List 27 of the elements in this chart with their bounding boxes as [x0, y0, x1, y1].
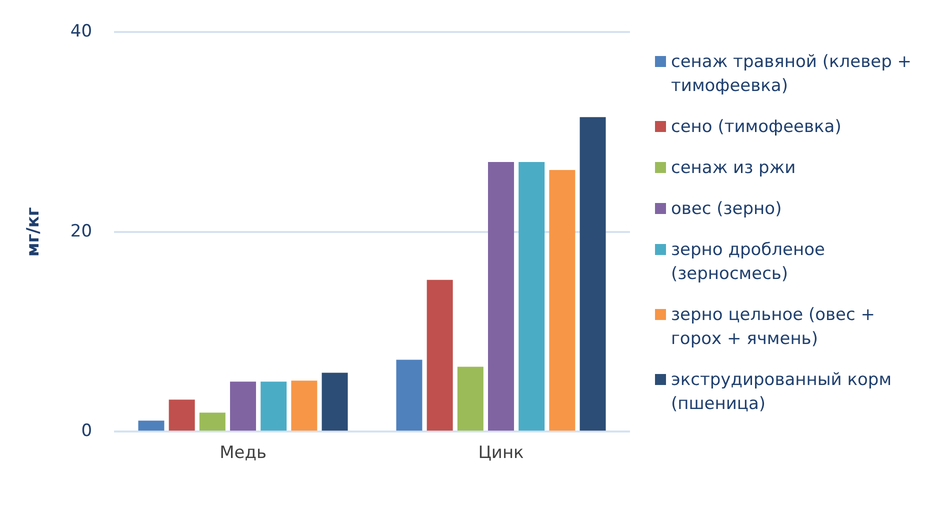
bar: [457, 366, 484, 431]
legend-label: зерно цельное (овес + горох + ячмень): [671, 305, 876, 349]
x-tick-label: Медь: [220, 443, 266, 464]
bar: [580, 117, 606, 431]
bar: [260, 382, 287, 431]
bar: [518, 162, 545, 431]
bar: [291, 380, 318, 431]
legend-label: сенаж из ржи: [671, 158, 796, 178]
bar: [549, 170, 576, 431]
y-axis-title: мг/кг: [24, 207, 44, 257]
y-tick-label: 0: [81, 421, 92, 442]
bar: [138, 420, 164, 431]
bar: [488, 162, 514, 431]
legend-label: сено (тимофеевка): [671, 117, 842, 137]
bar: [322, 372, 348, 431]
legend-label: сенаж травяной (клевер + тимофеевка): [671, 52, 912, 96]
y-tick-label: 40: [70, 22, 92, 42]
legend-label: овес (зерно): [671, 199, 782, 219]
bar: [168, 400, 195, 431]
bar: [199, 412, 226, 431]
legend-label: экструдированный корм (пшеница): [671, 370, 892, 414]
bar: [426, 280, 453, 431]
y-tick-label: 20: [70, 221, 92, 242]
legend-label: зерно дробленое (зерносмесь): [671, 240, 825, 284]
bar: [230, 382, 256, 431]
x-tick-label: Цинк: [478, 443, 524, 464]
bar: [396, 360, 422, 431]
